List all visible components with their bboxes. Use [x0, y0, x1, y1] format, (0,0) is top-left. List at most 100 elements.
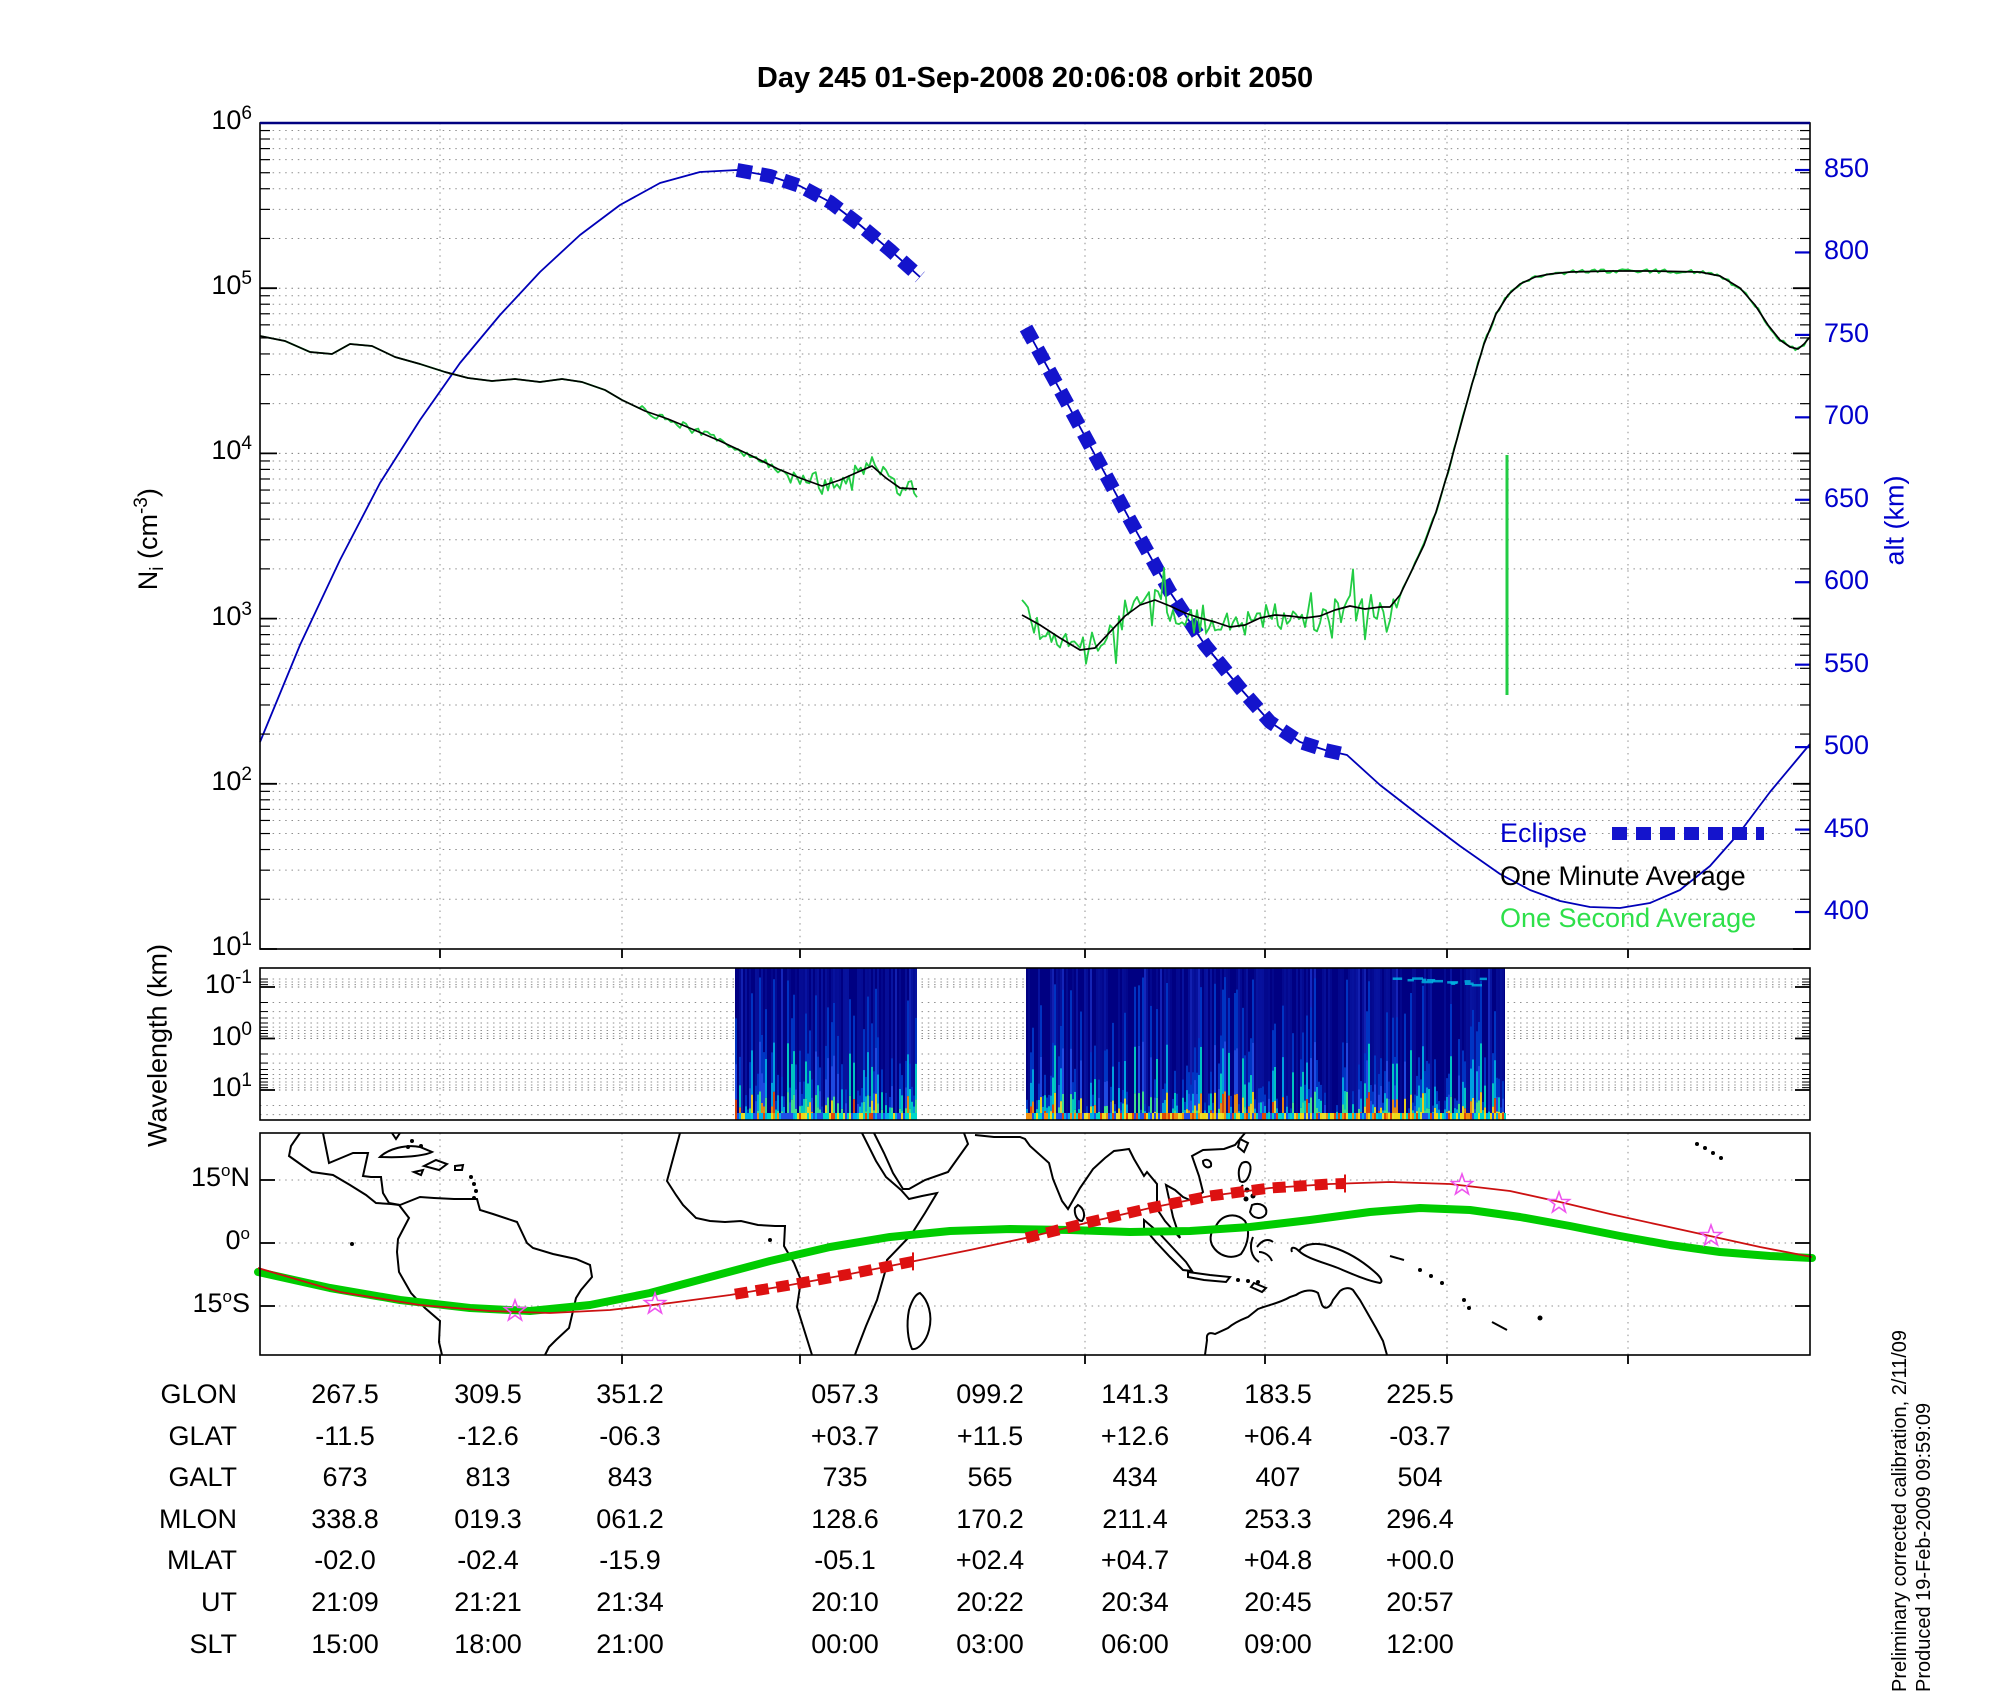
table-row-label-glon: GLON — [160, 1379, 237, 1409]
table-cell-mlat-8: +00.0 — [1385, 1545, 1455, 1575]
wavelength-axis-tick: 10-1 — [205, 967, 252, 999]
altitude-axis-tick: 600 — [1824, 565, 1870, 596]
altitude-axis-tick: 400 — [1824, 895, 1870, 925]
table-cell-glat-6: +12.6 — [1100, 1421, 1170, 1451]
altitude-axis-tick: 650 — [1824, 482, 1870, 513]
eclipse-star-marker — [1546, 1189, 1572, 1214]
table-cell-mlon-8: 296.4 — [1386, 1504, 1454, 1534]
table-cell-mlon-2: 019.3 — [454, 1504, 522, 1534]
altitude-axis-tick: 550 — [1824, 647, 1870, 678]
table-cell-slt-2: 18:00 — [454, 1629, 522, 1659]
coastline — [287, 1132, 1508, 1356]
table-cell-glat-3: -06.3 — [599, 1421, 661, 1451]
table-cell-ut-7: 20:45 — [1244, 1587, 1312, 1617]
y-axis-label-density: Ni (cm-3) — [130, 488, 169, 591]
table-row-label-glat: GLAT — [168, 1421, 237, 1451]
spectrogram-panel — [735, 968, 1506, 1120]
table-cell-ut-4: 20:10 — [811, 1587, 879, 1617]
table-cell-galt-5: 565 — [967, 1462, 1013, 1492]
altitude-axis-tick: 700 — [1824, 400, 1870, 431]
table-cell-slt-3: 21:00 — [596, 1629, 664, 1659]
table-row-label-ut: UT — [201, 1587, 237, 1617]
table-cell-glon-1: 267.5 — [311, 1379, 379, 1409]
table-cell-glat-5: +11.5 — [956, 1421, 1024, 1451]
table-cell-galt-4: 735 — [822, 1462, 868, 1492]
table-cell-glon-7: 183.5 — [1244, 1379, 1312, 1409]
table-cell-galt-3: 843 — [607, 1462, 653, 1492]
density-axis-tick: 106 — [211, 103, 252, 135]
table-cell-glat-8: -03.7 — [1389, 1421, 1451, 1451]
table-row-label-mlon: MLON — [158, 1504, 237, 1534]
table-cell-mlon-7: 253.3 — [1244, 1504, 1312, 1534]
table-cell-galt-7: 407 — [1255, 1462, 1301, 1492]
altitude-axis-tick: 500 — [1824, 730, 1870, 761]
table-cell-glat-1: -11.5 — [315, 1421, 375, 1451]
table-cell-glat-7: +06.4 — [1243, 1421, 1313, 1451]
table-cell-slt-1: 15:00 — [311, 1629, 379, 1659]
table-cell-mlat-7: +04.8 — [1243, 1545, 1313, 1575]
map-tracks — [254, 1171, 1816, 1322]
altitude-axis-tick: 450 — [1824, 812, 1870, 843]
table-cell-mlon-4: 128.6 — [811, 1504, 879, 1534]
table-cell-mlon-6: 211.4 — [1102, 1504, 1168, 1534]
eclipse-star-marker — [1698, 1222, 1724, 1247]
gridlines — [260, 122, 1810, 1355]
table-cell-mlon-5: 170.2 — [956, 1504, 1024, 1534]
density-altitude-curves — [259, 163, 1811, 909]
eclipse-star-marker — [502, 1297, 528, 1322]
table-cell-slt-5: 03:00 — [956, 1629, 1024, 1659]
table-cell-glon-2: 309.5 — [454, 1379, 522, 1409]
map-latitude-tick: 15oN — [190, 1161, 250, 1192]
table-cell-glon-6: 141.3 — [1101, 1379, 1169, 1409]
table-row-label-slt: SLT — [189, 1629, 237, 1659]
table-cell-slt-6: 06:00 — [1101, 1629, 1169, 1659]
legend-one-second-label: One Second Average — [1500, 903, 1757, 933]
table-cell-slt-7: 09:00 — [1244, 1629, 1312, 1659]
table-cell-galt-6: 434 — [1112, 1462, 1158, 1492]
table-cell-mlat-2: -02.4 — [457, 1545, 519, 1575]
table-cell-ut-3: 21:34 — [596, 1587, 664, 1617]
table-row-label-mlat: MLAT — [166, 1545, 237, 1575]
altitude-axis-tick: 750 — [1824, 317, 1870, 348]
density-axis-tick: 102 — [211, 763, 252, 796]
table-cell-ut-8: 20:57 — [1386, 1587, 1454, 1617]
eclipse-star-marker — [1449, 1171, 1475, 1196]
legend-eclipse-label: Eclipse — [1500, 818, 1588, 848]
altitude-axis-tick: 800 — [1824, 235, 1870, 266]
table-cell-mlat-5: +02.4 — [955, 1545, 1025, 1575]
table-cell-ut-6: 20:34 — [1101, 1587, 1169, 1617]
table-cell-mlat-3: -15.9 — [599, 1545, 661, 1575]
note-line-2: Produced 19-Feb-2009 09:59:09 — [1913, 1402, 1935, 1692]
table-cell-glon-3: 351.2 — [596, 1379, 664, 1409]
table-cell-ut-2: 21:21 — [454, 1587, 522, 1617]
table-cell-ut-1: 21:09 — [311, 1587, 379, 1617]
table-cell-galt-1: 673 — [322, 1462, 368, 1492]
table-cell-mlat-1: -02.0 — [314, 1545, 376, 1575]
altitude-axis-tick: 850 — [1824, 153, 1870, 183]
map-latitude-tick: 0o — [225, 1224, 251, 1255]
table-cell-mlon-3: 061.2 — [596, 1504, 664, 1534]
y-axis-label-altitude: alt (km) — [1879, 475, 1910, 566]
table-cell-glat-4: +03.7 — [810, 1421, 880, 1451]
production-note: Preliminary corrected calibration, 2/11/… — [1888, 1232, 1936, 1692]
legend-one-minute-label: One Minute Average — [1500, 861, 1746, 891]
legend-eclipse-dash-sample — [1612, 827, 1764, 840]
note-line-1: Preliminary corrected calibration, 2/11/… — [1889, 1329, 1911, 1692]
panel-frames — [259, 121, 1811, 1364]
density-axis-tick: 103 — [211, 598, 252, 631]
table-row-label-galt: GALT — [168, 1462, 237, 1492]
eclipse-star-marker — [642, 1290, 668, 1315]
table-cell-glon-5: 099.2 — [956, 1379, 1024, 1409]
table-cell-glon-8: 225.5 — [1386, 1379, 1454, 1409]
table-cell-glon-4: 057.3 — [811, 1379, 879, 1409]
y-axis-label-wavelength: Wavelength (km) — [142, 943, 173, 1148]
world-map-panel — [254, 1132, 1816, 1356]
page-title: Day 245 01-Sep-2008 20:06:08 orbit 2050 — [756, 62, 1314, 94]
table-cell-ut-5: 20:22 — [956, 1587, 1024, 1617]
table-cell-galt-8: 504 — [1397, 1462, 1443, 1492]
table-cell-glat-2: -12.6 — [457, 1421, 519, 1451]
density-axis-tick: 105 — [211, 268, 252, 301]
table-cell-mlat-4: -05.1 — [814, 1545, 876, 1575]
